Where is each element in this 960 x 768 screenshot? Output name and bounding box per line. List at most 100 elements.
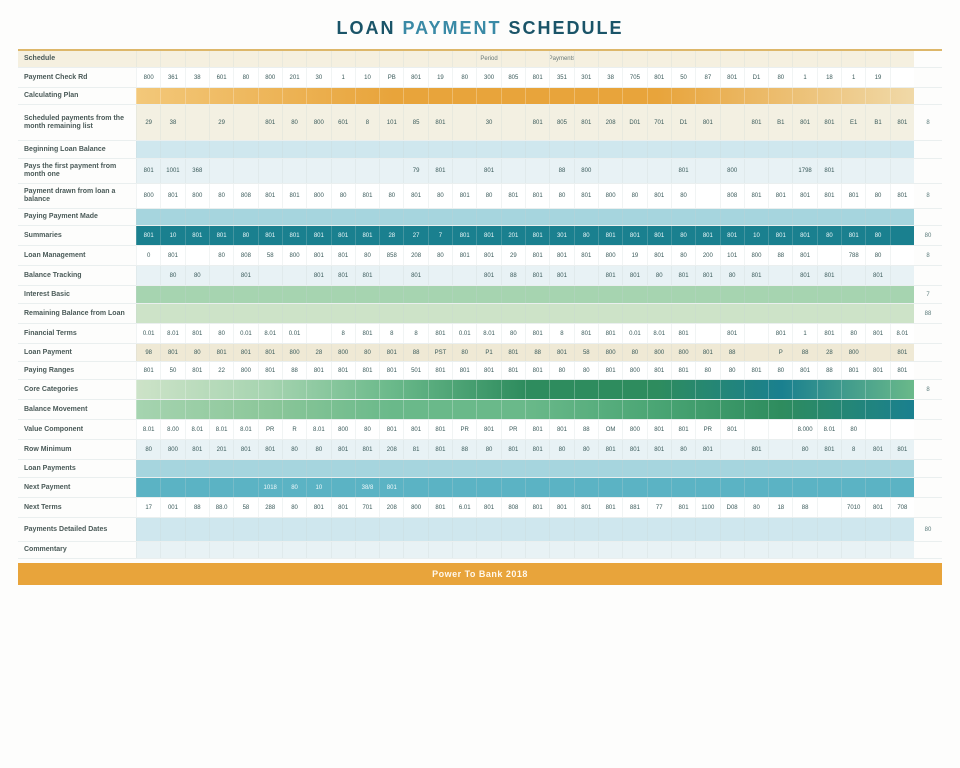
- cell: [865, 88, 889, 104]
- cell: 7: [428, 226, 452, 245]
- cell: 701: [355, 498, 379, 517]
- cell: [282, 209, 306, 225]
- cell: [233, 51, 257, 67]
- cell: [574, 380, 598, 399]
- cell: 800: [233, 362, 257, 379]
- cell: [744, 209, 768, 225]
- cell: [695, 159, 719, 183]
- cell: [647, 159, 671, 183]
- cell: [428, 518, 452, 541]
- cell: 800: [403, 498, 427, 517]
- cell: [841, 400, 865, 419]
- cell: 801: [331, 246, 355, 265]
- cell: 80: [671, 440, 695, 459]
- cell: 801: [355, 324, 379, 343]
- cell: [379, 266, 403, 285]
- cell: 80: [574, 362, 598, 379]
- cell: [258, 266, 282, 285]
- cell: [306, 159, 330, 183]
- cell: [720, 542, 744, 558]
- cell: [768, 478, 792, 497]
- cell: [792, 380, 816, 399]
- cell: 801: [549, 420, 573, 439]
- cell: 801: [598, 362, 622, 379]
- cell: [160, 380, 184, 399]
- cell: 801: [525, 324, 549, 343]
- cell: 0.01: [136, 324, 160, 343]
- cell: [525, 460, 549, 477]
- row-cells: 2938298018080060181018580130801805801208…: [136, 105, 914, 140]
- cell: 800: [841, 344, 865, 361]
- row-endcap: 8: [914, 105, 942, 140]
- cell: 808: [720, 184, 744, 208]
- cell: [865, 159, 889, 183]
- cell: 801: [792, 266, 816, 285]
- cell: [501, 51, 525, 67]
- cell: 80: [549, 362, 573, 379]
- table-row: Loan Management0801808085880080180180858…: [18, 246, 942, 266]
- cell: [817, 518, 841, 541]
- cell: 80: [185, 266, 209, 285]
- cell: [792, 51, 816, 67]
- cell: [671, 460, 695, 477]
- cell: 800: [306, 184, 330, 208]
- cell: [136, 51, 160, 67]
- cell: 800: [136, 68, 160, 87]
- row-label: Interest Basic: [18, 286, 136, 303]
- cell: [501, 159, 525, 183]
- cell: [768, 542, 792, 558]
- cell: [160, 88, 184, 104]
- cell: [160, 542, 184, 558]
- cell: [890, 420, 914, 439]
- cell: [428, 141, 452, 158]
- cell: 808: [501, 498, 525, 517]
- cell: 28: [379, 226, 403, 245]
- row-label: Financial Terms: [18, 324, 136, 343]
- cell: 101: [379, 105, 403, 140]
- row-endcap: [914, 266, 942, 285]
- row-label: Core Categories: [18, 380, 136, 399]
- cell: 801: [160, 344, 184, 361]
- cell: [185, 380, 209, 399]
- cell: [331, 542, 355, 558]
- table-row: Balance Movement: [18, 400, 942, 420]
- cell: [647, 141, 671, 158]
- cell: 6.01: [452, 498, 476, 517]
- cell: [792, 518, 816, 541]
- cell: 80: [865, 246, 889, 265]
- cell: [792, 400, 816, 419]
- cell: 801: [598, 226, 622, 245]
- cell: 801: [403, 184, 427, 208]
- cell: [647, 518, 671, 541]
- cell: 77: [647, 498, 671, 517]
- cell: [768, 159, 792, 183]
- cell: 10: [355, 68, 379, 87]
- cell: [720, 141, 744, 158]
- cell: [258, 460, 282, 477]
- cell: [185, 286, 209, 303]
- cell: [598, 88, 622, 104]
- cell: [209, 266, 233, 285]
- cell: E1: [841, 105, 865, 140]
- cell: 88: [403, 344, 427, 361]
- cell: [865, 304, 889, 323]
- row-label: Summaries: [18, 226, 136, 245]
- cell: [817, 478, 841, 497]
- cell: [233, 380, 257, 399]
- cell: 501: [403, 362, 427, 379]
- cell: PST: [428, 344, 452, 361]
- cell: [525, 400, 549, 419]
- cell: [549, 542, 573, 558]
- cell: 801: [549, 498, 573, 517]
- cell: [890, 286, 914, 303]
- cell: [379, 51, 403, 67]
- cell: [428, 286, 452, 303]
- cell: [695, 460, 719, 477]
- cell: [574, 88, 598, 104]
- cell: [574, 141, 598, 158]
- cell: [744, 380, 768, 399]
- cell: [136, 266, 160, 285]
- cell: [306, 88, 330, 104]
- cell: [258, 542, 282, 558]
- cell: [525, 478, 549, 497]
